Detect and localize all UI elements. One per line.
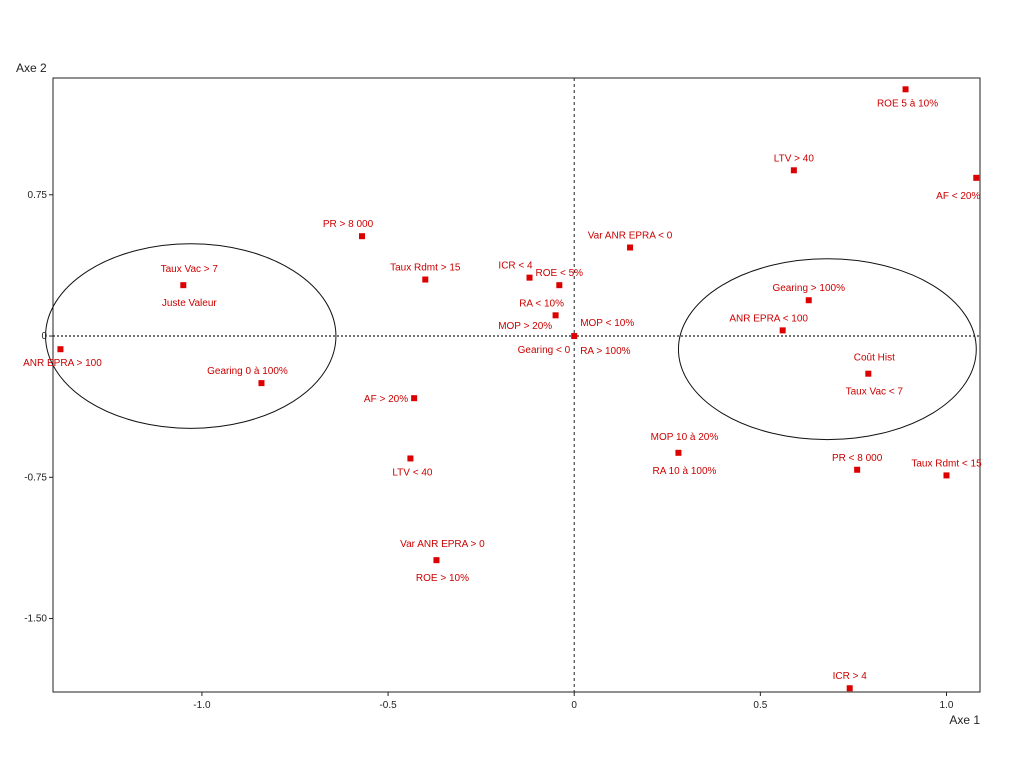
point-label: MOP 10 à 20% xyxy=(651,432,719,443)
ellipse-2 xyxy=(677,258,977,441)
point-label: MOP > 20% xyxy=(498,321,552,332)
point-label: ICR < 4 xyxy=(498,261,533,272)
point-label: MOP < 10% xyxy=(580,318,634,329)
point-label: ANR EPRA < 100 xyxy=(729,313,808,324)
point-label: RA > 100% xyxy=(580,346,630,357)
scatter-point xyxy=(854,466,861,473)
y-tick-label: -1.50 xyxy=(24,614,47,625)
scatter-point xyxy=(411,395,418,402)
point-label: ROE < 5% xyxy=(536,268,584,279)
plot-frame-group xyxy=(52,77,981,693)
scatter-point xyxy=(779,327,786,334)
scatter-point xyxy=(433,557,440,564)
scatter-point xyxy=(902,86,909,93)
scatter-point xyxy=(556,282,563,289)
x-tick-label: 0 xyxy=(571,700,577,711)
point-label: Taux Vac > 7 xyxy=(161,264,219,275)
scatter-point xyxy=(790,167,797,174)
point-label: LTV > 40 xyxy=(774,153,815,164)
plot-frame xyxy=(52,77,981,693)
scatter-point xyxy=(943,472,950,479)
point-label: RA 10 à 100% xyxy=(652,466,716,477)
y-tick-label: -0.75 xyxy=(24,472,47,483)
y-tick-label: 0.75 xyxy=(28,190,48,201)
point-label: Taux Vac < 7 xyxy=(846,387,904,398)
y-tick-label: 0 xyxy=(41,331,47,342)
scatter-point xyxy=(571,333,578,340)
point-label: PR > 8 000 xyxy=(323,219,374,230)
scatter-point xyxy=(180,282,187,289)
ellipse-1 xyxy=(45,243,337,429)
labels-group: ROE 5 à 10% LTV > 40 AF < 20% PR > 8 000 Var… xyxy=(23,98,982,682)
scatter-point xyxy=(407,455,414,462)
point-label: LTV < 40 xyxy=(392,467,433,478)
point-label: Taux Rdmt < 15 xyxy=(911,458,982,469)
point-label: AF < 20% xyxy=(936,191,980,202)
point-label: RA < 10% xyxy=(519,298,564,309)
scatter-point xyxy=(973,174,980,181)
point-label: ROE > 10% xyxy=(416,573,469,584)
point-label: ANR EPRA > 100 xyxy=(23,358,102,369)
x-tick-label: -1.0 xyxy=(193,700,211,711)
x-axis-title: Axe 1 xyxy=(949,713,980,727)
ellipse-group xyxy=(45,243,977,441)
point-label: AF > 20% xyxy=(364,394,408,405)
scatter-point xyxy=(805,297,812,304)
scatter-point xyxy=(258,380,265,387)
x-tick-label: 0.5 xyxy=(753,700,767,711)
point-label: Juste Valeur xyxy=(162,298,218,309)
scatter-point xyxy=(865,370,872,377)
points-group xyxy=(57,86,980,692)
scatter-point xyxy=(57,346,64,353)
point-label: Var ANR EPRA > 0 xyxy=(400,539,485,550)
ticks-group: -1.0 -0.5 0 0.5 1.0 0.75 0 -0.75 -1.50 xyxy=(24,190,954,711)
scatter-point xyxy=(675,449,682,456)
point-label: PR < 8 000 xyxy=(832,453,883,464)
scatter-point xyxy=(846,685,853,692)
point-label: ICR > 4 xyxy=(833,671,868,682)
scatter-point xyxy=(359,233,365,240)
point-label: Gearing > 100% xyxy=(772,283,845,294)
scatter-point xyxy=(422,276,429,283)
point-label: Gearing < 0 xyxy=(518,345,571,356)
x-tick-label: 1.0 xyxy=(940,700,954,711)
scatter-point xyxy=(627,244,634,251)
point-label: ROE 5 à 10% xyxy=(877,98,938,109)
reference-lines-group xyxy=(53,78,980,692)
point-label: Var ANR EPRA < 0 xyxy=(588,231,673,242)
scatter-point xyxy=(552,312,559,319)
y-axis-title: Axe 2 xyxy=(16,61,47,75)
point-label: Taux Rdmt > 15 xyxy=(390,263,461,274)
x-tick-label: -0.5 xyxy=(379,700,397,711)
scatter-point xyxy=(526,274,533,281)
point-label: Gearing 0 à 100% xyxy=(207,366,288,377)
point-label: Coût Hist xyxy=(854,353,895,364)
